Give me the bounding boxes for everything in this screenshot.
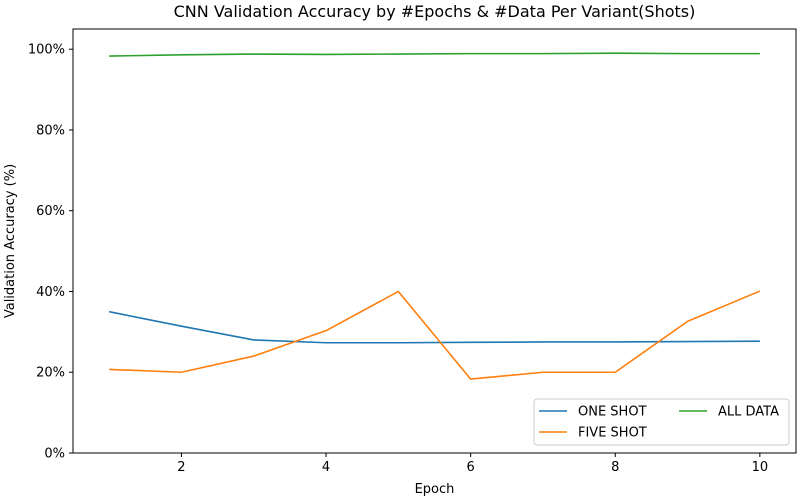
legend-label-five-shot: FIVE SHOT <box>578 426 647 441</box>
series-line-all-data <box>109 52 760 57</box>
y-tick-label: 0% <box>44 447 65 462</box>
y-tick-label: 40% <box>36 285 65 300</box>
legend: ONE SHOT FIVE SHOT ALL DATA <box>533 398 790 446</box>
x-tick-label: 8 <box>611 460 619 475</box>
x-axis-title: Epoch <box>415 482 455 497</box>
x-tick-label: 10 <box>752 460 769 475</box>
x-tick-label: 2 <box>177 460 185 475</box>
series-line-five-shot <box>109 290 761 380</box>
legend-label-all-data: ALL DATA <box>718 405 779 420</box>
y-tick-label: 80% <box>36 123 65 138</box>
chart-title: CNN Validation Accuracy by #Epochs & #Da… <box>174 2 696 21</box>
plot-frame <box>72 28 797 454</box>
x-tick-label: 4 <box>322 460 330 475</box>
legend-box <box>533 398 790 446</box>
y-tick-label: 20% <box>36 366 65 381</box>
legend-label-one-shot: ONE SHOT <box>578 405 647 420</box>
y-axis-title: Validation Accuracy (%) <box>3 164 18 318</box>
series-line-one-shot <box>108 310 760 344</box>
y-tick-label: 100% <box>28 43 65 58</box>
y-tick-label: 60% <box>36 204 65 219</box>
x-tick-label: 6 <box>467 460 475 475</box>
